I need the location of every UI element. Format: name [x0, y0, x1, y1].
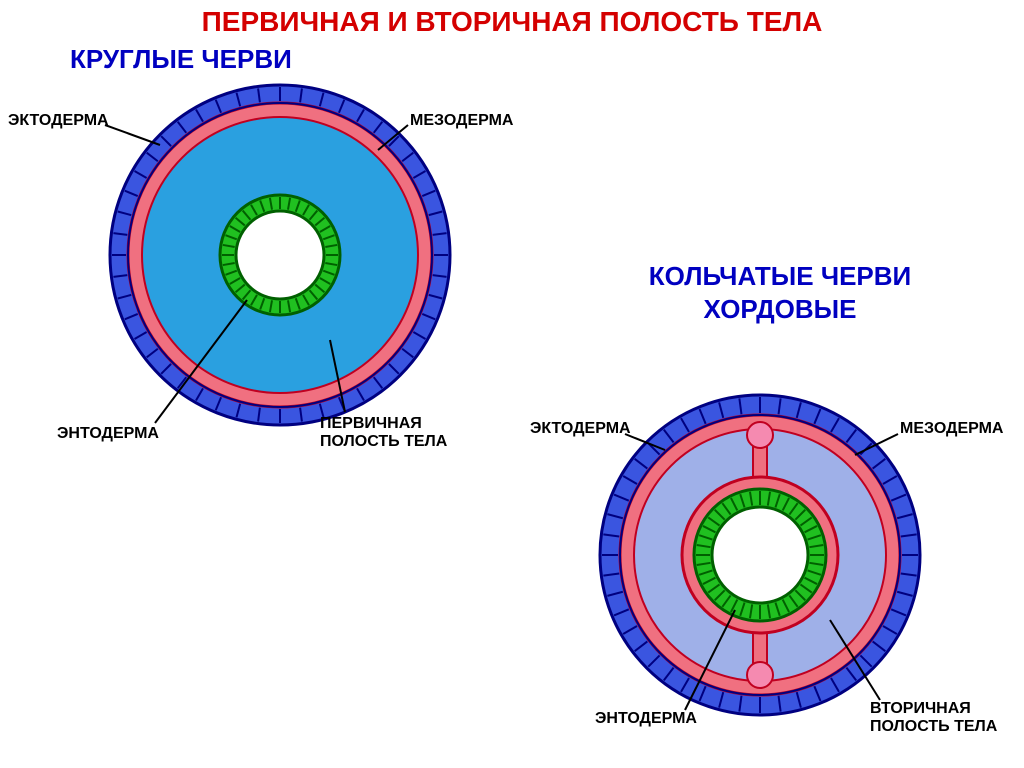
label-primary-cavity: ПЕРВИЧНАЯ ПОЛОСТЬ ТЕЛА [320, 415, 447, 450]
label-mesoderm-left: МЕЗОДЕРМА [410, 112, 513, 130]
label-mesoderm-right: МЕЗОДЕРМА [900, 420, 1003, 438]
label-ectoderm-right: ЭКТОДЕРМА [530, 420, 631, 438]
label-endoderm-left: ЭНТОДЕРМА [57, 425, 159, 443]
label-endoderm-right: ЭНТОДЕРМА [595, 710, 697, 728]
label-secondary-cavity: ВТОРИЧНАЯ ПОЛОСТЬ ТЕЛА [870, 700, 997, 735]
label-ectoderm-left: ЭКТОДЕРМА [8, 112, 109, 130]
